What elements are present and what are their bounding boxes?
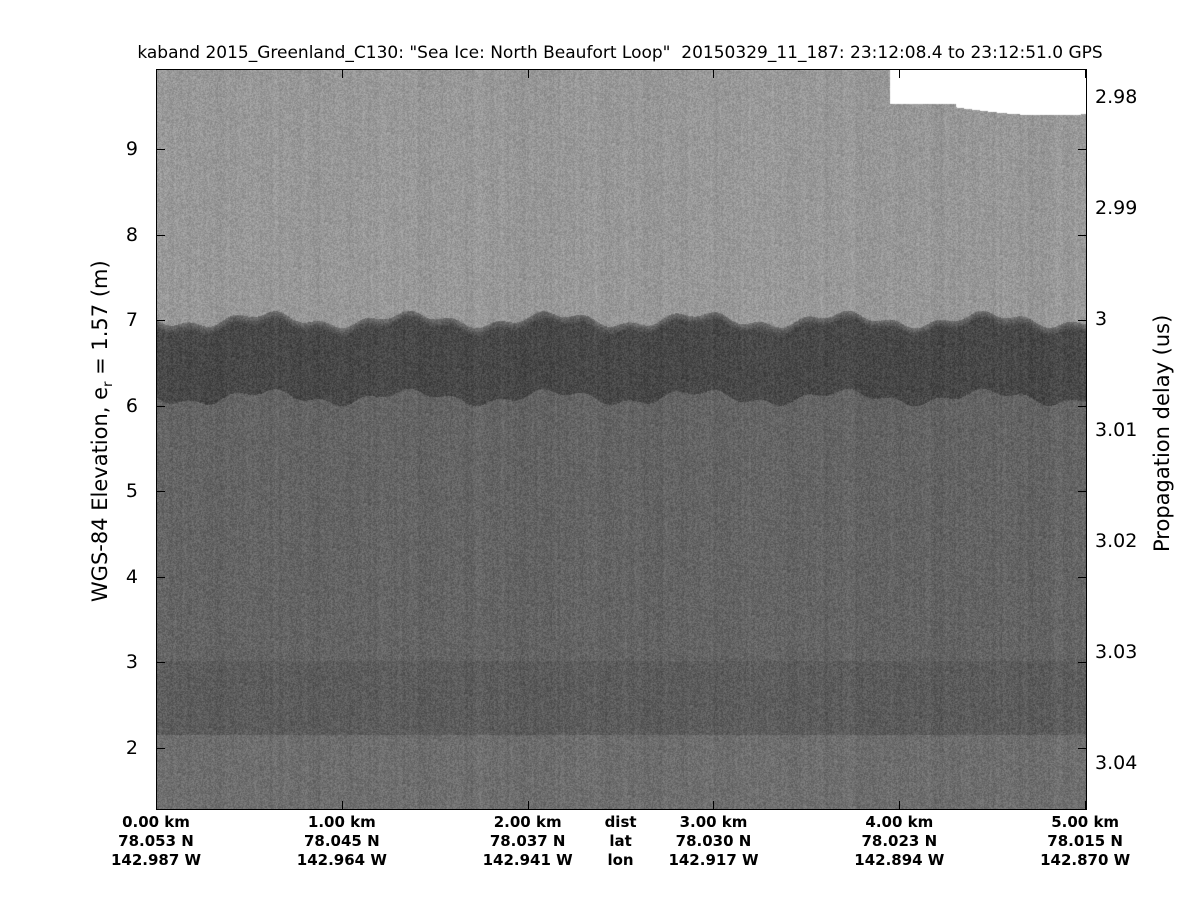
x-tick-dist: 0.00 km [122, 813, 190, 831]
x-row-label-lon: lon [607, 851, 634, 869]
y-left-tick-mark-right [1078, 149, 1087, 151]
x-tick-mark-top [527, 69, 529, 78]
x-tick-mark [527, 801, 529, 810]
x-tick-lon: 142.917 W [668, 851, 759, 869]
y-left-tick-label: 5 [125, 480, 138, 503]
x-tick-mark [713, 801, 715, 810]
y-left-tick-label: 2 [125, 736, 138, 759]
y-axis-right-label: Propagation delay (us) [1150, 314, 1174, 552]
x-tick-lon: 142.987 W [110, 851, 202, 869]
y-left-tick-mark [156, 405, 165, 407]
y-left-tick-mark-right [1078, 320, 1087, 322]
y-right-tick-label: 2.99 [1095, 196, 1138, 219]
y-left-tick-label: 6 [125, 394, 138, 417]
y-left-tick-mark [156, 320, 165, 322]
y-label-subscript: r [101, 381, 117, 387]
y-left-tick-label: 7 [125, 309, 138, 332]
x-tick-lat: 78.023 N [861, 832, 938, 850]
y-left-tick-mark-right [1078, 576, 1087, 578]
x-tick-mark-top [1085, 69, 1087, 78]
y-right-tick-label: 2.98 [1095, 85, 1138, 108]
x-tick-mark [1085, 801, 1087, 810]
x-row-label-dist: dist [604, 813, 637, 831]
x-tick-lon: 142.964 W [296, 851, 387, 869]
y-left-tick-mark-right [1078, 234, 1087, 236]
y-right-tick-label: 3 [1095, 307, 1108, 330]
y-right-tick-label: 3.02 [1095, 530, 1138, 553]
y-left-tick-mark-right [1078, 662, 1087, 664]
y-left-tick-label: 4 [125, 565, 138, 588]
y-left-tick-mark [156, 491, 165, 493]
x-tick-lon: 142.870 W [1040, 851, 1131, 869]
y-label-text: WGS-84 Elevation, e [87, 386, 112, 603]
y-left-tick-mark [156, 576, 165, 578]
echogram-image [156, 69, 1087, 810]
x-tick-lat: 78.053 N [118, 832, 194, 850]
x-tick-lon: 142.941 W [482, 851, 573, 869]
x-tick-dist: 3.00 km [679, 813, 748, 831]
x-tick-mark [156, 801, 157, 810]
x-tick-mark-top [341, 69, 343, 78]
x-tick-mark-top [899, 69, 901, 78]
y-left-tick-mark-right [1078, 491, 1087, 493]
y-left-tick-label: 3 [125, 651, 138, 674]
x-tick-lat: 78.045 N [303, 832, 380, 850]
y-left-tick-label: 8 [125, 223, 138, 246]
y-left-tick-mark [156, 662, 165, 664]
x-tick-lon: 142.894 W [854, 851, 945, 869]
x-tick-mark [899, 801, 901, 810]
x-tick-lat: 78.015 N [1047, 832, 1123, 850]
x-tick-mark-top [713, 69, 715, 78]
x-tick-lat: 78.030 N [675, 832, 752, 850]
x-row-label-lat: lat [609, 832, 632, 850]
x-tick-dist: 1.00 km [307, 813, 376, 831]
y-axis-left-label: WGS-84 Elevation, er = 1.57 (m) [87, 260, 117, 603]
y-label-suffix: = 1.57 (m) [87, 260, 112, 382]
x-tick-lat: 78.037 N [489, 832, 566, 850]
y-left-tick-mark [156, 234, 165, 236]
x-tick-mark [341, 801, 343, 810]
y-left-tick-mark [156, 149, 165, 151]
chart-title: kaband 2015_Greenland_C130: "Sea Ice: No… [137, 43, 1103, 63]
x-tick-dist: 2.00 km [493, 813, 562, 831]
x-tick-mark-top [156, 69, 157, 78]
y-left-tick-mark [156, 747, 165, 749]
y-left-tick-mark-right [1078, 405, 1087, 407]
y-right-tick-label: 3.01 [1095, 419, 1138, 442]
y-left-tick-mark-right [1078, 747, 1087, 749]
y-right-tick-label: 3.03 [1095, 641, 1138, 664]
x-tick-dist: 4.00 km [865, 813, 934, 831]
x-tick-dist: 5.00 km [1051, 813, 1120, 831]
plot-frame [156, 69, 1087, 810]
y-left-tick-label: 9 [125, 138, 138, 161]
y-right-tick-label: 3.04 [1095, 752, 1138, 775]
